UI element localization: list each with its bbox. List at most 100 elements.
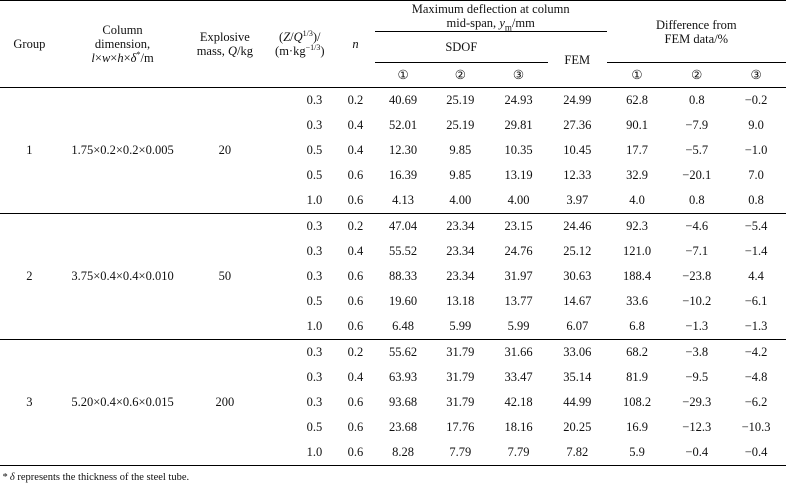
sdof-3-cell: 7.79 <box>489 440 548 466</box>
group-cell: 2 <box>0 213 59 340</box>
fem-cell: 20.25 <box>563 420 592 434</box>
header-sdof-2: ② <box>454 68 466 82</box>
sdof-3-cell: 33.47 <box>504 370 533 384</box>
table-row: 2 3.75×0.4×0.4×0.010 50 0.3 0.2 47.04 23.34 23.… <box>0 213 786 340</box>
sdof-1-cell: 88.33 <box>389 269 418 283</box>
sdof-2-cell: 5.99 <box>431 314 490 340</box>
diff-3-cell: −10.3 <box>741 420 771 434</box>
table-row: 1.0 0.6 8.28 7.79 7.79 7.82 5.9 −0.4 −0.4 <box>0 440 786 466</box>
n-cell: 0.6 <box>347 395 364 409</box>
sdof-2-cell: 9.85 <box>449 168 472 182</box>
diff-3-cell: −0.4 <box>726 440 786 466</box>
diff-2-cell: −0.4 <box>667 440 727 466</box>
table-row: 0.3 0.4 63.93 31.79 33.47 35.14 81.9 −9.5 −4.8 <box>0 365 786 390</box>
header-n: n <box>336 0 375 87</box>
diff-1-cell: 6.8 <box>606 314 668 340</box>
header-diff-1: ① <box>606 62 668 87</box>
scaled-distance-cell: 0.3 <box>306 370 323 384</box>
diff-1-cell: 62.8 <box>626 93 648 107</box>
dimension-cell: 1.75×0.2×0.2×0.005 <box>58 87 187 214</box>
diff-2-cell: −23.8 <box>682 269 712 283</box>
fem-cell: 10.45 <box>563 143 592 157</box>
sdof-1-cell: 47.04 <box>389 219 418 233</box>
diff-2-cell: 0.8 <box>667 188 727 214</box>
sdof-1-cell: 6.48 <box>374 314 432 340</box>
diff-1-cell: 90.1 <box>626 118 648 132</box>
fem-cell: 30.63 <box>563 269 592 283</box>
table-row: 0.5 0.6 23.68 17.76 18.16 20.25 16.9 −12.3 −10.3 <box>0 415 786 440</box>
diff-3-cell: −6.2 <box>744 395 768 409</box>
fem-cell: 12.33 <box>563 168 592 182</box>
sdof-3-cell: 31.66 <box>504 345 533 359</box>
scaled-distance-cell: 0.5 <box>306 294 323 308</box>
table-row: 1 1.75×0.2×0.2×0.005 20 0.3 0.2 40.69 25.19 24.… <box>0 87 786 214</box>
diff-2-cell: −9.5 <box>685 370 709 384</box>
diff-2-cell: 0.8 <box>688 93 705 107</box>
scaled-distance-cell: 0.5 <box>306 143 323 157</box>
diff-2-cell: −12.3 <box>682 420 712 434</box>
n-cell: 0.4 <box>347 244 364 258</box>
diff-1-cell: 92.3 <box>626 219 648 233</box>
header-max-deflection: Maximum deflection at column mid-span, y… <box>374 0 607 32</box>
n-cell: 0.4 <box>347 370 364 384</box>
sdof-2-cell: 23.34 <box>446 244 475 258</box>
n-cell: 0.4 <box>347 118 364 132</box>
diff-1-cell: 4.0 <box>606 188 668 214</box>
diff-1-cell: 68.2 <box>626 345 648 359</box>
fem-cell: 25.12 <box>563 244 592 258</box>
sdof-1-cell: 40.69 <box>389 93 418 107</box>
sdof-2-cell: 25.19 <box>446 93 475 107</box>
sdof-3-cell: 23.15 <box>504 219 533 233</box>
diff-2-cell: −5.7 <box>685 143 709 157</box>
diff-3-cell: −4.2 <box>744 345 768 359</box>
diff-1-cell: 32.9 <box>626 168 648 182</box>
fem-cell: 24.99 <box>563 93 592 107</box>
n-cell: 0.6 <box>347 294 364 308</box>
fem-cell: 14.67 <box>563 294 592 308</box>
sdof-3-cell: 42.18 <box>504 395 533 409</box>
sdof-2-cell: 13.18 <box>446 294 475 308</box>
header-column-dimension: Column dimension, l×w×h×δ*/m <box>58 0 187 87</box>
table-row: 0.3 0.6 88.33 23.34 31.97 30.63 188.4 −23.8 4.4 <box>0 264 786 289</box>
diff-3-cell: −6.1 <box>744 294 768 308</box>
n-cell: 0.6 <box>347 420 364 434</box>
sdof-2-cell: 23.34 <box>446 269 475 283</box>
header-difference: Difference from FEM data/% <box>606 0 786 63</box>
diff-1-cell: 16.9 <box>626 420 648 434</box>
diff-2-cell: −1.3 <box>667 314 727 340</box>
scaled-distance-cell: 0.3 <box>306 93 323 107</box>
scaled-distance-cell: 0.3 <box>306 269 323 283</box>
n-cell: 0.6 <box>336 314 375 340</box>
diff-2-cell: −4.6 <box>685 219 709 233</box>
sdof-3-cell: 10.35 <box>504 143 533 157</box>
diff-3-cell: 0.8 <box>726 188 786 214</box>
fem-cell: 33.06 <box>563 345 592 359</box>
diff-2-cell: −10.2 <box>682 294 712 308</box>
header-scaled-distance: (Z/Q1/3)/ (m·kg−1/3) <box>263 0 337 87</box>
fem-cell: 7.82 <box>547 440 607 466</box>
sdof-1-cell: 4.13 <box>374 188 432 214</box>
sdof-2-cell: 4.00 <box>431 188 490 214</box>
sdof-3-cell: 13.19 <box>504 168 533 182</box>
diff-1-cell: 5.9 <box>606 440 668 466</box>
diff-1-cell: 121.0 <box>622 244 652 258</box>
scaled-distance-cell: 0.5 <box>306 420 323 434</box>
diff-3-cell: −1.3 <box>726 314 786 340</box>
sdof-1-cell: 55.52 <box>389 244 418 258</box>
sdof-3-cell: 13.77 <box>504 294 533 308</box>
sdof-2-cell: 31.79 <box>446 345 475 359</box>
table-row: 0.5 0.4 12.30 9.85 10.35 10.45 17.7 −5.7 −1.0 <box>0 138 786 163</box>
n-cell: 0.4 <box>347 143 364 157</box>
sdof-2-cell: 23.34 <box>446 219 475 233</box>
n-cell: 0.2 <box>347 219 364 233</box>
n-cell: 0.6 <box>347 269 364 283</box>
table-row: 0.5 0.6 19.60 13.18 13.77 14.67 33.6 −10.2 −6.1 <box>0 289 786 314</box>
sdof-3-cell: 4.00 <box>489 188 548 214</box>
scaled-distance-cell: 0.3 <box>306 345 323 359</box>
diff-3-cell: 4.4 <box>748 269 764 283</box>
diff-3-cell: −1.0 <box>744 143 768 157</box>
dimension-cell: 5.20×0.4×0.6×0.015 <box>58 339 187 466</box>
mass-cell: 50 <box>186 213 264 340</box>
diff-2-cell: −7.1 <box>685 244 709 258</box>
sdof-1-cell: 63.93 <box>389 370 418 384</box>
